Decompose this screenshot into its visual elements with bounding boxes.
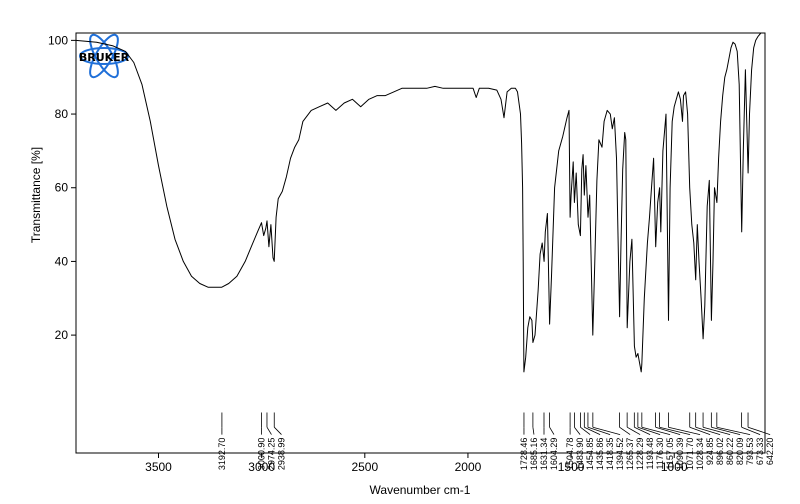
peak-leader <box>695 426 721 435</box>
peak-label: 1604.29 <box>549 438 559 471</box>
x-tick-label: 3500 <box>145 460 172 474</box>
y-tick-label: 80 <box>55 107 69 121</box>
y-tick-label: 100 <box>48 33 68 47</box>
peak-leader <box>711 426 741 435</box>
y-tick-label: 60 <box>55 181 69 195</box>
peak-leader <box>634 426 651 435</box>
peak-label: 860.22 <box>725 438 735 466</box>
peak-leader <box>689 426 711 435</box>
peak-label: 1394.52 <box>615 438 625 471</box>
peak-leader <box>626 426 641 435</box>
peak-leader <box>580 426 591 435</box>
peak-label: 1418.35 <box>605 438 615 471</box>
peak-label: 2938.99 <box>276 438 286 471</box>
peak-leader <box>641 426 671 435</box>
x-tick-label: 2500 <box>351 460 378 474</box>
logo-orbit-2 <box>89 33 119 79</box>
spectrum-line <box>75 32 762 373</box>
x-axis-ticks: 3500 3000 2500 2000 1500 1000 <box>145 453 688 474</box>
peak-label: 1157.05 <box>665 438 675 470</box>
peak-leader <box>592 426 621 435</box>
x-tick-label: 3000 <box>248 460 275 474</box>
peak-label: 820.09 <box>735 438 745 466</box>
peak-leader <box>587 426 611 435</box>
peak-leader <box>584 426 601 435</box>
x-tick-label: 1000 <box>661 460 688 474</box>
peak-leader <box>741 426 761 435</box>
y-axis-title: Transmittance [%] <box>29 147 43 243</box>
peak-label: 1265.37 <box>625 438 635 471</box>
peak-label: 1454.85 <box>585 438 595 471</box>
peak-label: 1728.46 <box>519 438 529 471</box>
peak-label: 1504.78 <box>565 438 575 471</box>
x-tick-label: 2000 <box>455 460 482 474</box>
peak-leader <box>619 426 631 435</box>
peak-leader <box>637 426 661 435</box>
plot-frame <box>75 32 766 454</box>
peak-leader <box>716 426 751 435</box>
peak-label: 642.20 <box>765 438 775 466</box>
peak-leader <box>747 426 771 435</box>
peak-leader <box>655 426 681 435</box>
peak-label: 896.02 <box>715 438 725 466</box>
peak-label: 1631.34 <box>539 438 549 471</box>
y-tick-label: 40 <box>55 254 69 268</box>
peak-label: 673.33 <box>755 438 765 466</box>
peak-label: 1483.90 <box>575 438 585 471</box>
peak-leader <box>532 427 535 435</box>
peak-leader <box>574 426 581 435</box>
peak-label: 1090.39 <box>675 438 685 471</box>
peak-label: 1028.34 <box>695 438 705 471</box>
peak-label: 3192.70 <box>217 438 227 471</box>
x-tick-label: 1500 <box>558 460 585 474</box>
logo-orbit-3 <box>89 33 119 79</box>
logo-text: BRUKER <box>79 51 130 64</box>
peak-leader <box>266 427 272 435</box>
peak-label: 1685.16 <box>529 438 539 471</box>
peak-label: 924.85 <box>705 438 715 466</box>
peak-label: 2974.25 <box>266 438 276 471</box>
y-axis-ticks: 20 40 60 80 100 <box>48 33 76 342</box>
peak-label: 3000.90 <box>256 438 266 471</box>
peak-label: 1435.86 <box>595 438 605 471</box>
y-tick-label: 20 <box>55 328 69 342</box>
peak-label: 1071.70 <box>685 438 695 471</box>
peak-markers: 3192.70 3000.90 2974.25 2938.99 1728.46 1685.… <box>217 412 775 470</box>
bruker-logo: BRUKER <box>79 33 130 79</box>
x-axis-title: Wavenumber cm-1 <box>370 483 471 497</box>
peak-leader <box>659 426 691 435</box>
peak-leader <box>702 426 731 435</box>
peak-label: 1228.29 <box>635 438 645 471</box>
logo-orbit-1 <box>79 47 129 65</box>
peak-leader <box>668 426 701 435</box>
peak-label: 1193.48 <box>645 438 655 470</box>
peak-leader <box>549 427 555 435</box>
peak-label: 793.53 <box>745 438 755 466</box>
peak-leader <box>273 426 282 435</box>
peak-label: 1176.30 <box>655 438 665 470</box>
